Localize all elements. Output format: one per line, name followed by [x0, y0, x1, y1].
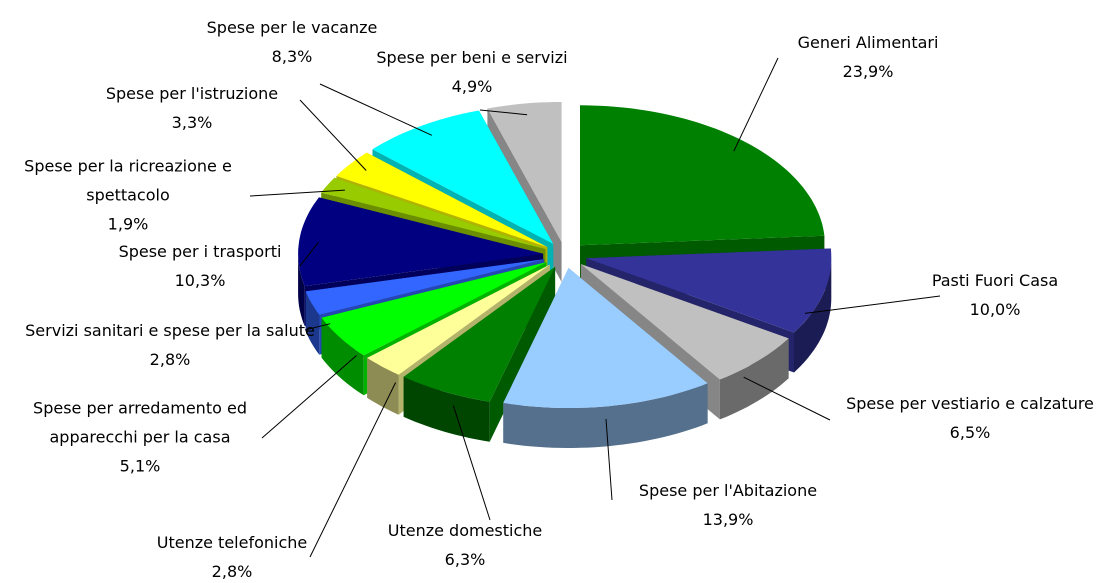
slice	[336, 152, 548, 248]
slice-value: 8,3%	[271, 47, 313, 66]
slice-name: Pasti Fuori Casa	[931, 271, 1059, 290]
slice-name: Spese per l'Abitazione	[638, 481, 818, 500]
leader-line	[452, 405, 491, 521]
slice-label: Spese per l'istruzione 3,3%	[92, 79, 292, 137]
slice-label: Utenze domestiche 6,3%	[365, 516, 565, 574]
slice-wall	[503, 383, 708, 448]
slice-name: Spese per l'istruzione	[105, 84, 279, 103]
slice-value: 6,3%	[444, 550, 486, 569]
leader-line	[804, 295, 941, 314]
leader-line	[479, 109, 528, 116]
slice-value: 23,9%	[842, 62, 894, 81]
slice	[580, 105, 825, 246]
slice-label: Spese per arredamento ed apparecchi per …	[5, 394, 275, 481]
slice-value: 5,1%	[119, 456, 161, 476]
slice-wall	[367, 357, 399, 415]
slice-value: 2,8%	[211, 562, 253, 581]
slice-value: 10,3%	[174, 271, 226, 290]
slice-label: Spese per vestiario e calzature 6,5%	[825, 389, 1115, 447]
slice-wall	[794, 258, 832, 373]
slice-wall	[305, 291, 320, 355]
leader-line	[733, 57, 779, 152]
slice-label: Servizi sanitari e spese per la salute 2,…	[25, 316, 315, 374]
slice-value: 13,9%	[702, 510, 754, 529]
leader-line	[304, 323, 331, 331]
slice-label: Spese per le vacanze 8,3%	[202, 13, 382, 71]
leader-line	[319, 83, 433, 136]
slice	[487, 102, 562, 242]
slice-value: 10,0%	[969, 300, 1021, 319]
slice	[586, 248, 832, 333]
slice-name: Utenze telefoniche	[156, 533, 308, 552]
slice-name: Spese per i trasporti	[118, 242, 282, 261]
slice	[321, 262, 547, 356]
slice-name: Spese per la ricreazione e spettacolo	[24, 156, 232, 205]
slice-label: Spese per i trasporti 10,3%	[90, 237, 310, 295]
leader-line	[299, 241, 319, 267]
slice-name: Spese per beni e servizi	[376, 48, 568, 67]
slice-wall	[321, 317, 364, 396]
slice	[367, 264, 550, 375]
slice-label: Pasti Fuori Casa 10,0%	[895, 266, 1095, 324]
slice-value: 4,9%	[451, 77, 493, 96]
slice-label: Spese per la ricreazione e spettacolo 1,9…	[0, 152, 258, 239]
slice-wall	[403, 376, 490, 442]
slice-wall	[719, 338, 789, 420]
leader-line	[299, 99, 367, 171]
slice-name: Spese per vestiario e calzature	[846, 394, 1094, 413]
slice	[305, 259, 545, 315]
slice-name: Servizi sanitari e spese per la salute	[25, 321, 315, 340]
slice-name: Generi Alimentari	[797, 33, 939, 52]
slice-side	[367, 264, 550, 398]
slice	[321, 177, 546, 249]
slice-name: Spese per arredamento ed apparecchi per …	[33, 398, 247, 447]
slice-value: 1,9%	[107, 214, 149, 234]
slice	[372, 110, 554, 244]
slice-value: 3,3%	[171, 113, 213, 132]
slice-label: Generi Alimentari 23,9%	[768, 28, 968, 86]
slice-name: Utenze domestiche	[387, 521, 543, 540]
slice	[503, 268, 708, 408]
leader-line	[249, 189, 345, 197]
leader-line	[743, 376, 831, 421]
slice-value: 2,8%	[149, 350, 191, 369]
slice-label: Spese per beni e servizi 4,9%	[352, 43, 592, 101]
slice	[580, 264, 789, 380]
slice-name: Spese per le vacanze	[206, 18, 378, 37]
slice	[298, 197, 544, 287]
leader-line	[605, 418, 613, 501]
leader-line	[309, 382, 397, 558]
slice-value: 6,5%	[949, 423, 991, 442]
slice	[403, 266, 556, 402]
slice-wall	[298, 253, 305, 327]
slice-label: Utenze telefoniche 2,8%	[132, 528, 332, 583]
slice-label: Spese per l'Abitazione 13,9%	[618, 476, 838, 534]
leader-line	[261, 355, 357, 439]
